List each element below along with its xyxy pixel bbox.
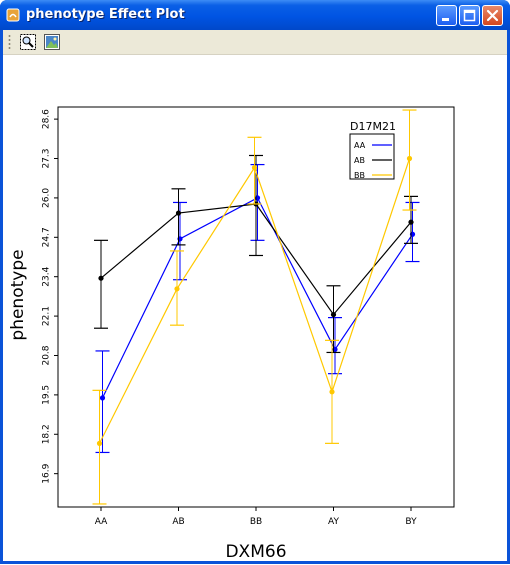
- close-button[interactable]: [482, 5, 503, 26]
- close-icon: [486, 9, 499, 22]
- y-tick-label: 22.1: [42, 306, 52, 326]
- data-point-ab: [175, 210, 182, 216]
- plot-area: 16.9 18.2 19.5 20.8 22.1 23.4 24.7 26.0 27.3 28.6…: [3, 55, 507, 562]
- y-tick-label: 24.7: [42, 227, 52, 247]
- x-tick-label: BB: [250, 517, 262, 527]
- legend-label-ab: AB: [354, 156, 365, 165]
- data-point-ab: [408, 219, 414, 225]
- x-tick-label: AY: [328, 517, 339, 527]
- data-point-bb: [96, 440, 103, 446]
- x-tick-label: AB: [172, 517, 184, 527]
- x-axis-label: DXM66: [225, 542, 286, 561]
- y-axis-label: phenotype: [8, 249, 28, 340]
- legend-title: D17M21: [350, 120, 396, 133]
- legend-label-aa: AA: [354, 141, 366, 150]
- save-image-button[interactable]: [43, 33, 61, 51]
- zoom-tool-icon: [20, 34, 36, 50]
- minimize-icon: [442, 18, 449, 21]
- toolbar-grip[interactable]: [8, 34, 11, 50]
- data-point-ab: [98, 275, 104, 281]
- save-image-icon: [44, 34, 60, 50]
- effect-plot-chart[interactable]: 16.9 18.2 19.5 20.8 22.1 23.4 24.7 26.0 27.3 28.6…: [3, 55, 507, 562]
- legend-box: [349, 133, 395, 180]
- data-point-aa: [99, 395, 106, 401]
- data-point-bb: [329, 389, 335, 395]
- maximize-button[interactable]: [459, 5, 480, 26]
- data-point-bb: [406, 155, 413, 162]
- toolbar: [3, 30, 507, 55]
- y-tick-label: 18.2: [42, 424, 52, 444]
- y-tick-label: 19.5: [42, 385, 52, 405]
- x-tick-label: AA: [95, 517, 108, 527]
- y-tick-label: 28.6: [42, 109, 52, 129]
- x-tick-label: BY: [405, 517, 417, 527]
- y-tick-label: 26.0: [42, 188, 52, 208]
- window-client-area: 16.9 18.2 19.5 20.8 22.1 23.4 24.7 26.0 27.3 28.6…: [3, 30, 507, 562]
- java-app-icon: [6, 8, 20, 22]
- data-point-ab: [330, 311, 337, 318]
- minimize-button[interactable]: [436, 5, 457, 26]
- y-tick-label: 23.4: [42, 266, 52, 286]
- y-tick-label: 20.8: [42, 345, 52, 365]
- y-tick-label: 27.3: [42, 148, 52, 168]
- y-tick-label: 16.9: [42, 463, 52, 483]
- data-point-bb: [251, 165, 258, 171]
- data-point-bb: [174, 286, 180, 292]
- maximize-icon: [463, 9, 476, 22]
- legend-label-bb: BB: [354, 171, 365, 180]
- window-title: phenotype Effect Plot: [26, 7, 185, 22]
- zoom-tool-button[interactable]: [19, 33, 37, 51]
- title-bar[interactable]: phenotype Effect Plot: [0, 0, 510, 30]
